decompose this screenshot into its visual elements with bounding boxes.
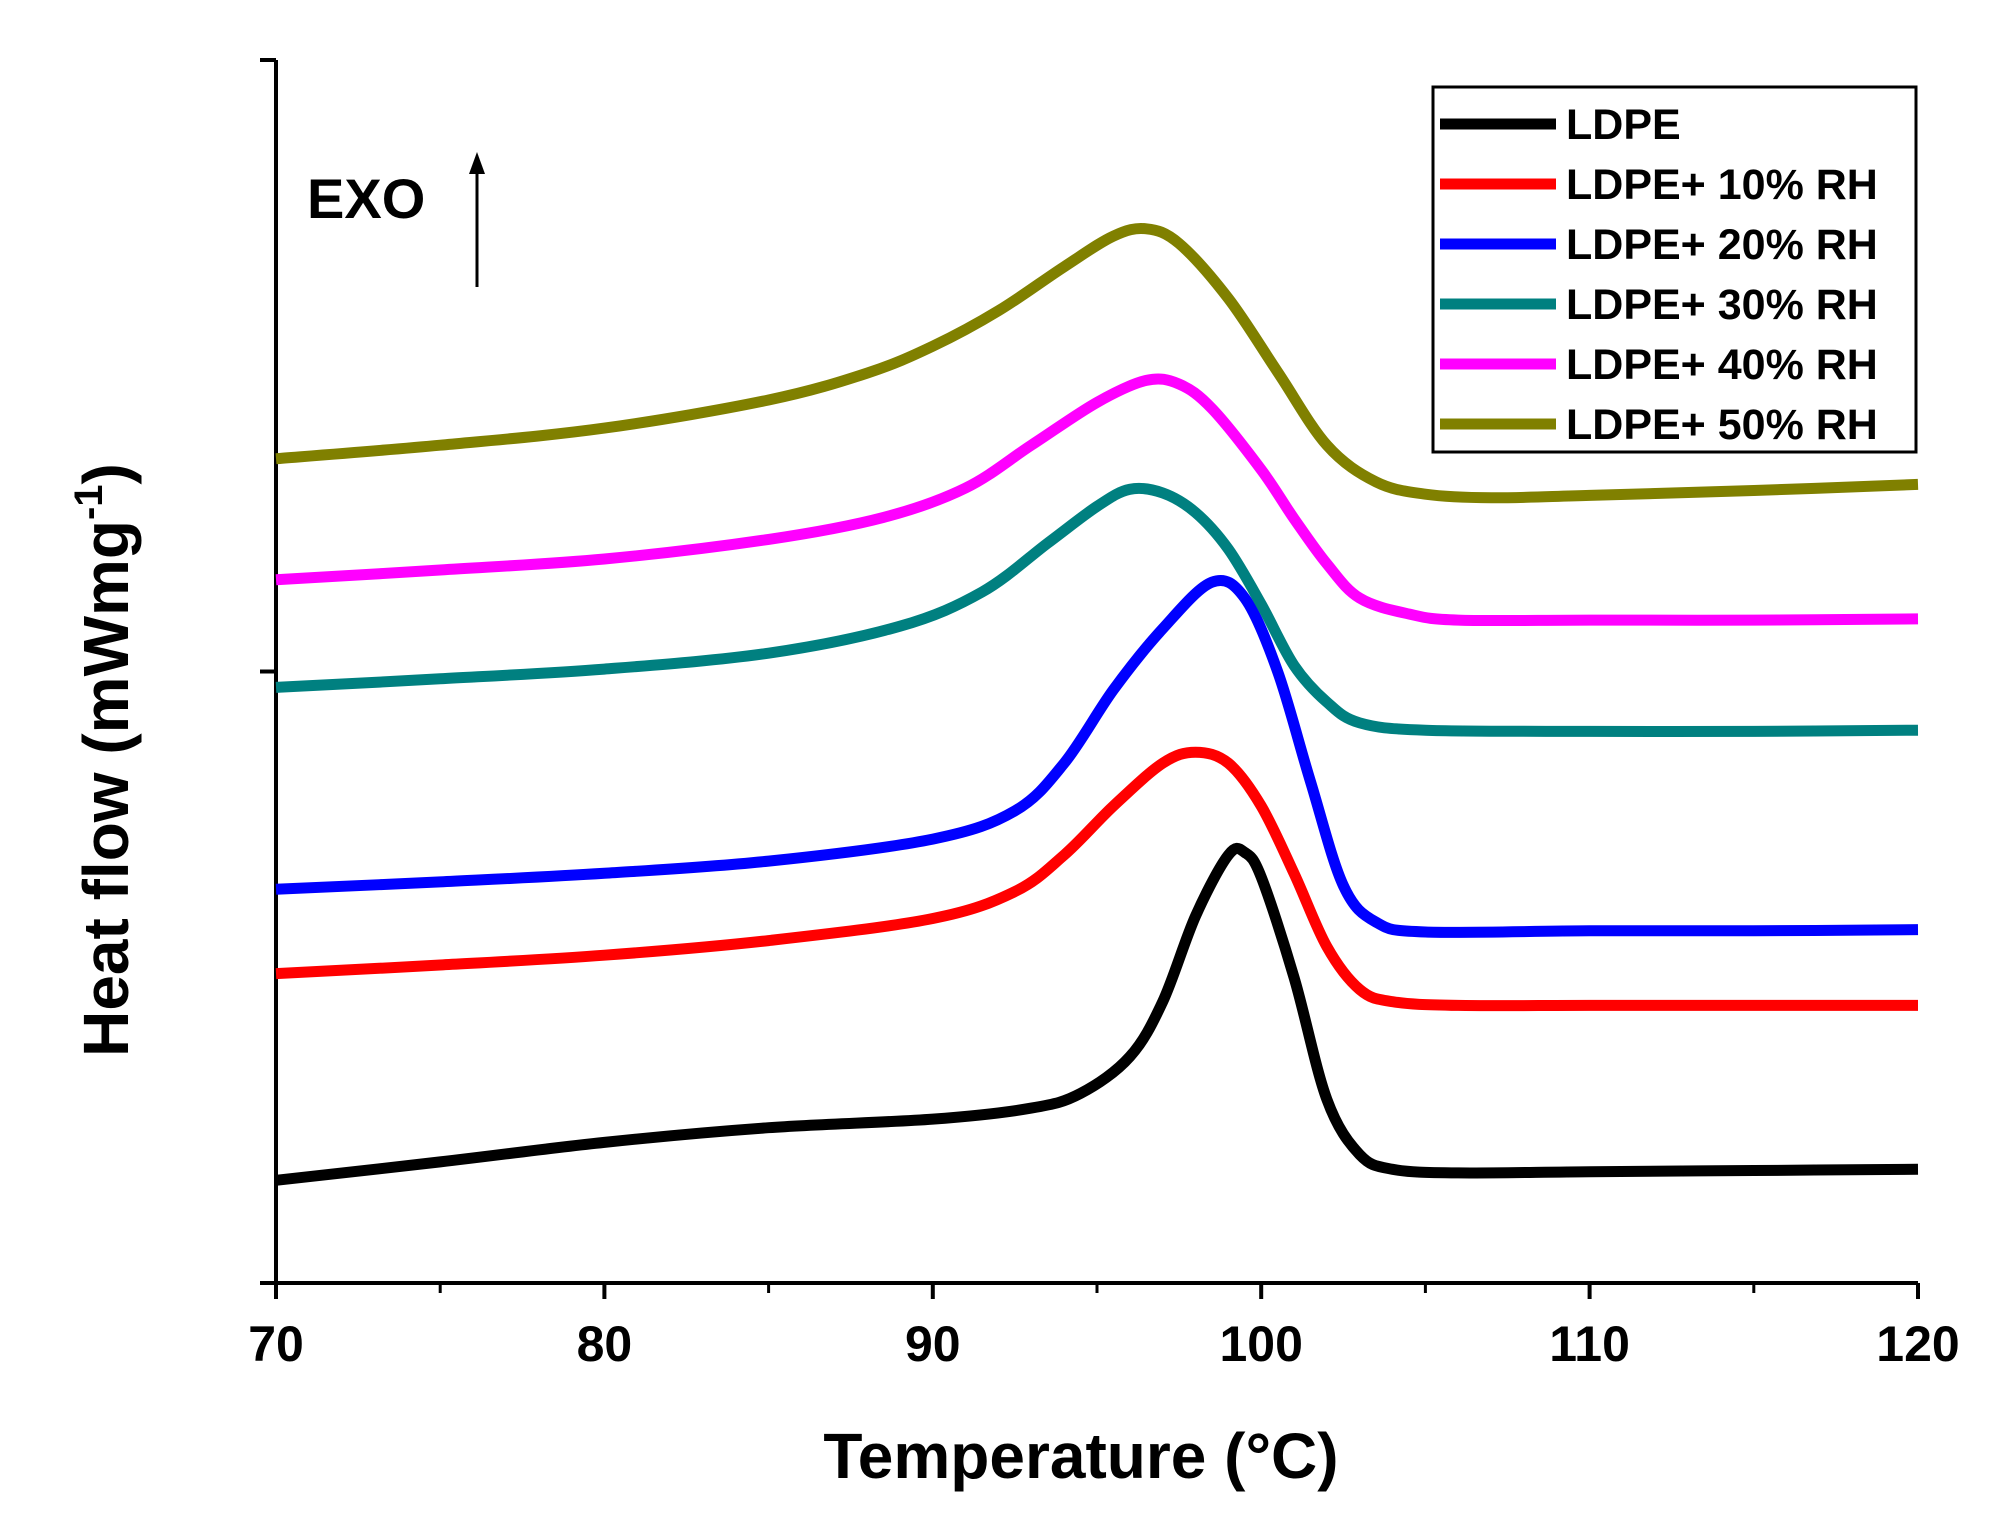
exo-label: EXO (307, 167, 425, 230)
x-ticks: 70 80 90 100 110 120 (248, 1283, 1960, 1372)
x-tick-label: 100 (1219, 1316, 1302, 1372)
x-tick-label: 110 (1549, 1316, 1630, 1372)
legend-label: LDPE+ 10% RH (1566, 161, 1878, 209)
series-line-0 (275, 842, 1919, 1186)
y-axis-title: Heat flow (mWmg-1) (67, 463, 142, 1057)
series-line-2 (275, 574, 1919, 938)
series-line-5 (275, 223, 1919, 504)
y-axis-title-superscript: -1 (67, 484, 111, 520)
x-axis-title: Temperature (°C) (823, 1420, 1338, 1492)
legend-label: LDPE+ 30% RH (1566, 281, 1878, 329)
series-line-4 (275, 373, 1919, 627)
x-tick-label: 70 (248, 1316, 304, 1372)
y-axis-title-suffix: ) (70, 463, 142, 484)
x-tick-label: 90 (905, 1316, 961, 1372)
y-axis-title-main: Heat flow (mWmg (70, 520, 142, 1057)
legend-label: LDPE+ 20% RH (1566, 221, 1878, 269)
series-layer (275, 223, 1919, 1186)
series-line-1 (275, 746, 1918, 1012)
x-tick-label: 120 (1876, 1316, 1959, 1372)
exo-annotation: EXO (307, 152, 485, 287)
up-arrow-icon (469, 152, 485, 287)
x-tick-label: 80 (577, 1316, 633, 1372)
legend-label: LDPE+ 40% RH (1566, 341, 1878, 389)
y-ticks (260, 58, 276, 1285)
legend-box (1431, 85, 1918, 454)
legend: LDPE LDPE+ 10% RH LDPE+ 20% RH LDPE+ 30% RH… (1431, 85, 1918, 454)
series-line-3 (275, 482, 1919, 738)
legend-label: LDPE (1566, 101, 1681, 149)
legend-label: LDPE+ 50% RH (1566, 401, 1878, 449)
